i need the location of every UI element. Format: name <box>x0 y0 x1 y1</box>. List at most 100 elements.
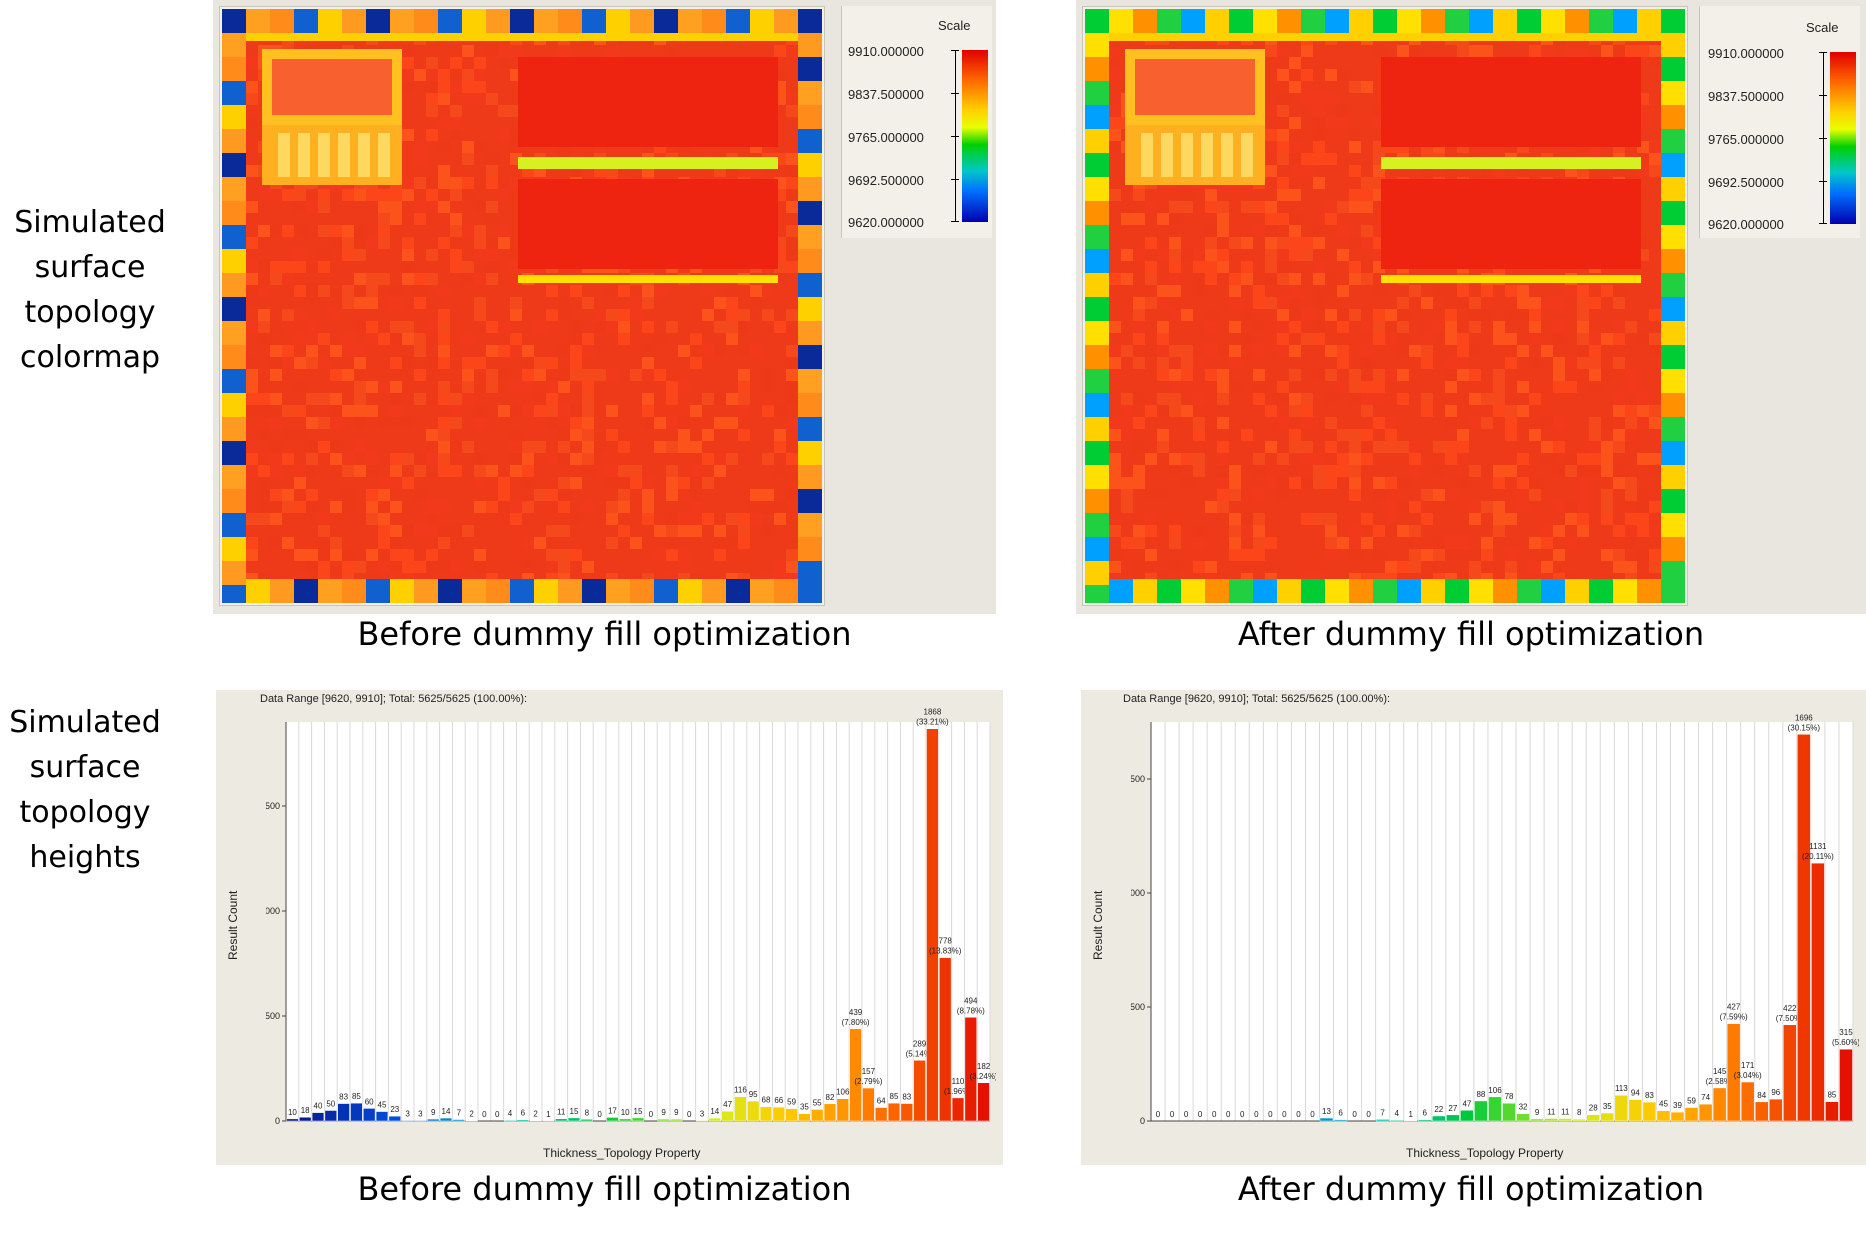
y-tick-label: 1500 <box>1131 774 1145 784</box>
scale-legend: Scale 9910.000000 9837.500000 9765.00000… <box>1699 6 1860 238</box>
bar-data-label: 4 <box>508 1109 513 1118</box>
histogram-ylabel: Result Count <box>1091 890 1105 960</box>
surface-block-fin <box>338 133 350 177</box>
bar-data-label: (5.60%) <box>1832 1038 1859 1047</box>
histogram-xlabel: Thickness_Topology Property <box>1406 1146 1564 1160</box>
bar-data-label: 9 <box>1535 1108 1540 1117</box>
bar-data-label: 14 <box>710 1107 719 1116</box>
bar-data-label: 11 <box>1561 1107 1570 1116</box>
row-label-line: colormap <box>20 340 160 375</box>
bar-data-label: 0 <box>1198 1110 1203 1119</box>
histogram-bar <box>823 1103 837 1122</box>
bar-data-label: 0 <box>1282 1110 1287 1119</box>
colormap-panel-before: Scale 9910.000000 9837.500000 9765.00000… <box>213 0 996 614</box>
y-tick-label: 500 <box>1131 1002 1145 1012</box>
scale-tick-label: 9765.000000 <box>1708 132 1784 147</box>
surface-block-fin <box>318 133 330 177</box>
bar-data-label: 113 <box>1615 1084 1628 1093</box>
scale-title: Scale <box>1806 20 1839 35</box>
histogram-bar <box>1628 1099 1643 1122</box>
bar-data-label: 0 <box>1268 1110 1273 1119</box>
caption-after-histogram: After dummy fill optimization <box>1237 1170 1705 1208</box>
histogram-bar <box>1684 1107 1699 1122</box>
bar-data-label: 45 <box>1659 1100 1668 1109</box>
bar-data-label: 7 <box>457 1109 462 1118</box>
histogram-bar <box>555 1118 568 1122</box>
surface-block-fin <box>1161 133 1173 177</box>
scale-tick-label: 9620.000000 <box>1708 217 1784 232</box>
histogram-bar <box>1769 1098 1783 1122</box>
bar-data-label: (13.83%) <box>929 947 962 956</box>
bar-data-label: 4 <box>1394 1109 1399 1118</box>
histogram-bar <box>1726 1023 1741 1122</box>
bar-data-label: 0 <box>1296 1110 1301 1119</box>
row-label-line: Simulated <box>14 205 166 240</box>
scale-tick-label: 9837.500000 <box>1708 89 1784 104</box>
bar-data-label: 28 <box>1589 1104 1598 1113</box>
histogram-bar <box>1614 1094 1629 1122</box>
scale-tick-label: 9692.500000 <box>1708 175 1784 190</box>
scale-colorbar <box>962 50 988 222</box>
histogram-before: 0500100015001018405083856045233391472004… <box>266 708 996 1126</box>
bar-data-label: 0 <box>1254 1110 1259 1119</box>
surface-block-fin <box>278 133 290 177</box>
bar-data-label: 0 <box>1366 1110 1371 1119</box>
histogram-bar <box>1432 1115 1446 1122</box>
bar-data-label: 1868 <box>924 708 942 717</box>
bar-data-label: 17 <box>608 1106 617 1115</box>
histogram-bar <box>772 1106 785 1122</box>
histogram-bar <box>606 1117 619 1122</box>
histogram-panel-after: Data Range [9620, 9910]; Total: 5625/562… <box>1081 690 1866 1165</box>
surface-bar-yellow <box>1381 275 1641 283</box>
histogram-bar <box>1460 1110 1474 1122</box>
y-tick-label: 1000 <box>266 906 280 916</box>
bar-data-label: 8 <box>585 1108 590 1117</box>
histogram-bar <box>1375 1119 1390 1122</box>
surface-ring <box>246 33 798 41</box>
row-label-line: Simulated <box>9 705 161 740</box>
histogram-bar <box>1572 1118 1586 1122</box>
bar-data-label: 64 <box>877 1097 886 1106</box>
bar-data-label: 289 <box>913 1039 927 1048</box>
histogram-bar <box>1488 1096 1502 1122</box>
bar-data-label: (2.79%) <box>854 1077 882 1086</box>
surface-block-fin <box>378 133 390 177</box>
scale-tick <box>1819 181 1827 182</box>
histogram-bar <box>939 957 952 1122</box>
histogram-bar <box>695 1120 709 1122</box>
scale-tick <box>1819 95 1827 96</box>
surface-block-fin <box>1141 133 1153 177</box>
bar-data-label: 0 <box>1226 1110 1231 1119</box>
histogram-bar <box>1586 1114 1601 1122</box>
histogram-bar <box>388 1115 401 1122</box>
histogram-bar <box>1825 1101 1839 1122</box>
histogram-bar <box>1516 1113 1530 1122</box>
histogram-after: 0500100015000000000000001360074162227478… <box>1131 713 1859 1126</box>
scale-title: Scale <box>938 18 971 33</box>
histogram-bar <box>670 1118 683 1122</box>
bar-data-label: 8 <box>1577 1108 1582 1117</box>
colormap-frame <box>219 6 825 606</box>
histogram-bar <box>862 1087 875 1122</box>
bar-data-label: 9 <box>661 1108 666 1117</box>
histogram-bar <box>798 1113 811 1122</box>
bar-data-label: 50 <box>326 1100 335 1109</box>
bar-data-label: 106 <box>836 1088 850 1097</box>
histogram-bar <box>734 1096 747 1122</box>
surface-plate-bottom <box>518 179 778 269</box>
histogram-bar <box>324 1110 337 1122</box>
surface-block-fin <box>298 133 310 177</box>
bar-data-label: 23 <box>390 1105 399 1114</box>
bar-data-label: 0 <box>1212 1110 1217 1119</box>
bar-data-label: 83 <box>902 1093 911 1102</box>
histogram-bar <box>1712 1087 1727 1122</box>
bar-data-label: 40 <box>314 1102 323 1111</box>
histogram-bar <box>375 1111 389 1122</box>
bar-data-label: 1 <box>546 1110 551 1119</box>
surface-texture <box>1109 33 1661 585</box>
histogram-bar <box>363 1108 376 1122</box>
row-label-heights: Simulated surface topology heights <box>5 700 165 880</box>
surface-block-upper-left-inner <box>272 59 392 115</box>
bar-data-label: 422 <box>1783 1004 1797 1013</box>
caption-before-histogram: Before dummy fill optimization <box>357 1170 852 1208</box>
